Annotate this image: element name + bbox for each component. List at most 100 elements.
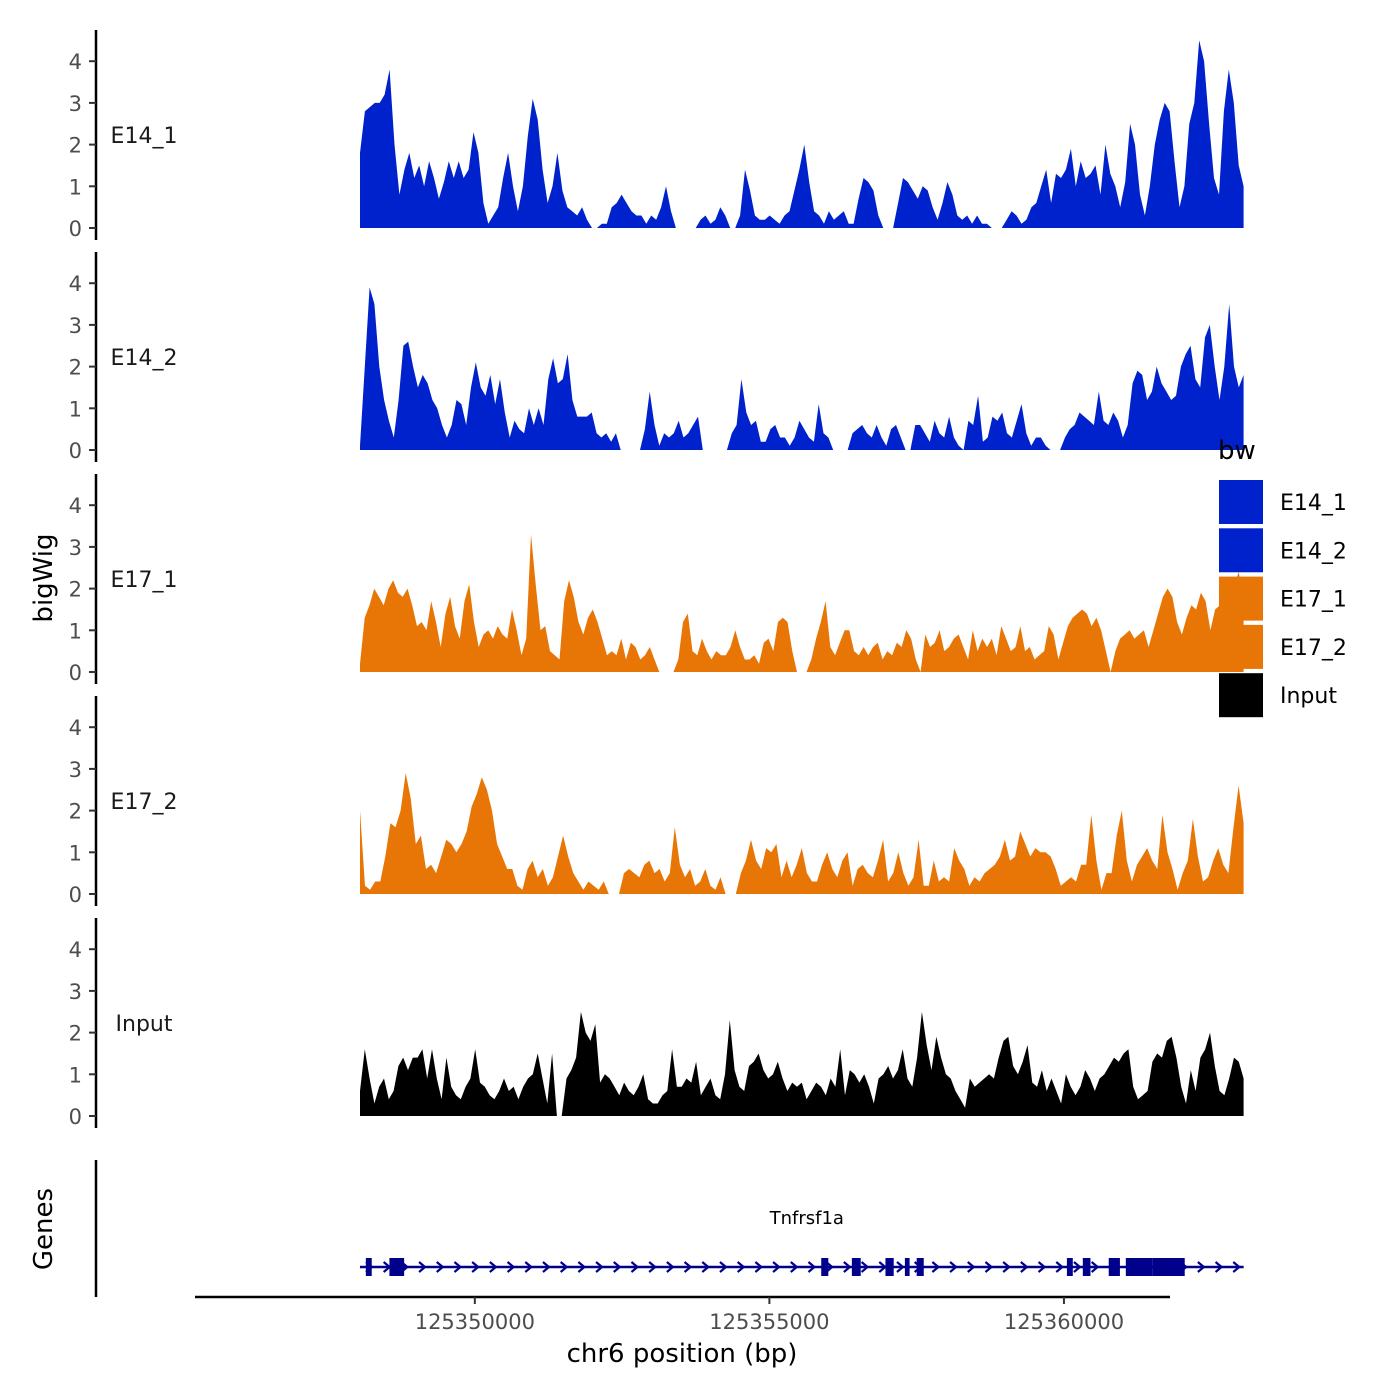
coverage-area-e14-2 [726, 379, 834, 450]
coverage-area-e14-2 [1060, 304, 1244, 450]
strand-arrow [1002, 1261, 1011, 1273]
gene-exon [1125, 1258, 1153, 1276]
legend: bw E14_1 E14_2 E17_1 E17_2 Input [1218, 436, 1347, 718]
coverage-area-e17-2 [360, 773, 609, 894]
strand-arrow [666, 1261, 675, 1273]
x-tick-label: 125355000 [709, 1310, 829, 1334]
legend-label-e14-2: E14_2 [1280, 539, 1347, 564]
strand-arrow [1197, 1261, 1206, 1273]
track-label-e17-2: E17_2 [111, 790, 178, 815]
genes-panel-label: Genes [29, 1188, 59, 1270]
legend-key-e17-2 [1219, 624, 1263, 669]
track-input: 0 1 2 3 4 Input [69, 918, 1244, 1129]
gene-exon [1082, 1258, 1091, 1276]
coverage-area-input [360, 1011, 1244, 1116]
strand-arrow [1055, 1261, 1064, 1273]
strand-arrow [506, 1261, 516, 1273]
coverage-area-e17-1 [806, 571, 1244, 672]
y-tick-label: 0 [69, 439, 82, 463]
coverage-area-e14-2 [640, 391, 703, 450]
y-tick-label: 4 [69, 938, 82, 962]
strand-arrow [1214, 1261, 1224, 1273]
coverage-area-e14-2 [847, 395, 1051, 450]
gene-exon [389, 1258, 405, 1276]
y-tick-label: 2 [69, 800, 82, 824]
strand-arrow [701, 1261, 710, 1273]
gene-exon [1152, 1258, 1185, 1276]
strand-arrow [471, 1261, 480, 1273]
strand-arrow [577, 1261, 587, 1273]
strand-arrow [1037, 1261, 1047, 1273]
x-tick-label: 125360000 [1004, 1310, 1124, 1334]
strand-arrow [648, 1261, 657, 1273]
coverage-area-e14-1 [360, 69, 676, 228]
strand-arrow [453, 1261, 463, 1273]
strand-arrow [860, 1261, 870, 1273]
track-label-e17-1: E17_1 [111, 568, 178, 593]
gene-exon [851, 1258, 861, 1276]
strand-arrow [613, 1261, 622, 1273]
strand-arrow [1090, 1261, 1100, 1273]
track-label-input: Input [116, 1012, 173, 1037]
coverage-area-e17-2 [619, 827, 726, 894]
y-tick-label: 3 [69, 314, 82, 338]
gene-exon [1066, 1258, 1073, 1276]
y-tick-label: 3 [69, 980, 82, 1004]
legend-label-e17-1: E17_1 [1280, 588, 1347, 613]
coverage-area-e14-2 [360, 287, 621, 450]
strand-arrow [542, 1261, 551, 1273]
gene-name-label: Tnfrsf1a [769, 1208, 844, 1229]
y-tick-label: 1 [69, 397, 82, 421]
coverage-area-e14-1 [1001, 40, 1244, 228]
strand-arrow [984, 1261, 994, 1273]
gene-models: Tnfrsf1a [359, 1208, 1244, 1276]
strand-arrow [736, 1261, 746, 1273]
y-tick-label: 0 [69, 661, 82, 685]
track-e14-1: 0 1 2 3 4 E14_1 [69, 30, 1244, 241]
legend-key-e14-1 [1219, 480, 1263, 524]
strand-arrow [1020, 1261, 1029, 1273]
gene-exon [1108, 1258, 1120, 1276]
strand-arrow [790, 1261, 799, 1273]
coverage-area-e17-1 [673, 613, 797, 672]
strand-arrow [931, 1261, 941, 1273]
y-tick-label: 4 [69, 272, 82, 296]
gene-exon [885, 1258, 894, 1276]
coverage-area-e17-1 [360, 534, 660, 672]
x-axis-title: chr6 position (bp) [567, 1339, 798, 1369]
strand-arrow [683, 1261, 693, 1273]
gene-exon [916, 1258, 924, 1276]
track-e14-2: 0 1 2 3 4 E14_2 [69, 252, 1244, 463]
strand-arrow [878, 1261, 887, 1273]
strand-arrow [843, 1261, 852, 1273]
gene-exon [904, 1258, 910, 1276]
y-tick-label: 2 [69, 578, 82, 602]
legend-key-e17-1 [1219, 576, 1263, 621]
strand-arrow [1232, 1261, 1241, 1273]
strand-arrow [949, 1261, 958, 1273]
y-tick-label: 3 [69, 92, 82, 116]
y-tick-label: 1 [69, 841, 82, 865]
y-axis-title: bigWig [29, 533, 59, 622]
x-tick-label: 125350000 [415, 1310, 535, 1334]
strand-arrow [436, 1261, 445, 1273]
gene-tnfrsf1a: Tnfrsf1a [359, 1208, 1244, 1276]
y-tick-label: 1 [69, 619, 82, 643]
y-tick-label: 4 [69, 716, 82, 740]
strand-arrow [896, 1261, 905, 1273]
y-tick-label: 1 [69, 175, 82, 199]
strand-arrow [630, 1261, 640, 1273]
x-axis-ticks: 125350000 125355000 125360000 [415, 1297, 1124, 1334]
coverage-area-e17-2 [735, 785, 1244, 894]
legend-key-input [1219, 673, 1263, 718]
gene-exon [365, 1258, 372, 1276]
coverage-area-e14-1 [695, 144, 884, 228]
strand-arrow [524, 1261, 533, 1273]
y-tick-label: 4 [69, 494, 82, 518]
y-tick-label: 4 [69, 50, 82, 74]
gene-exon [821, 1258, 829, 1276]
track-e17-1: 0 1 2 3 4 E17_1 [69, 474, 1244, 685]
strand-arrow [595, 1261, 604, 1273]
